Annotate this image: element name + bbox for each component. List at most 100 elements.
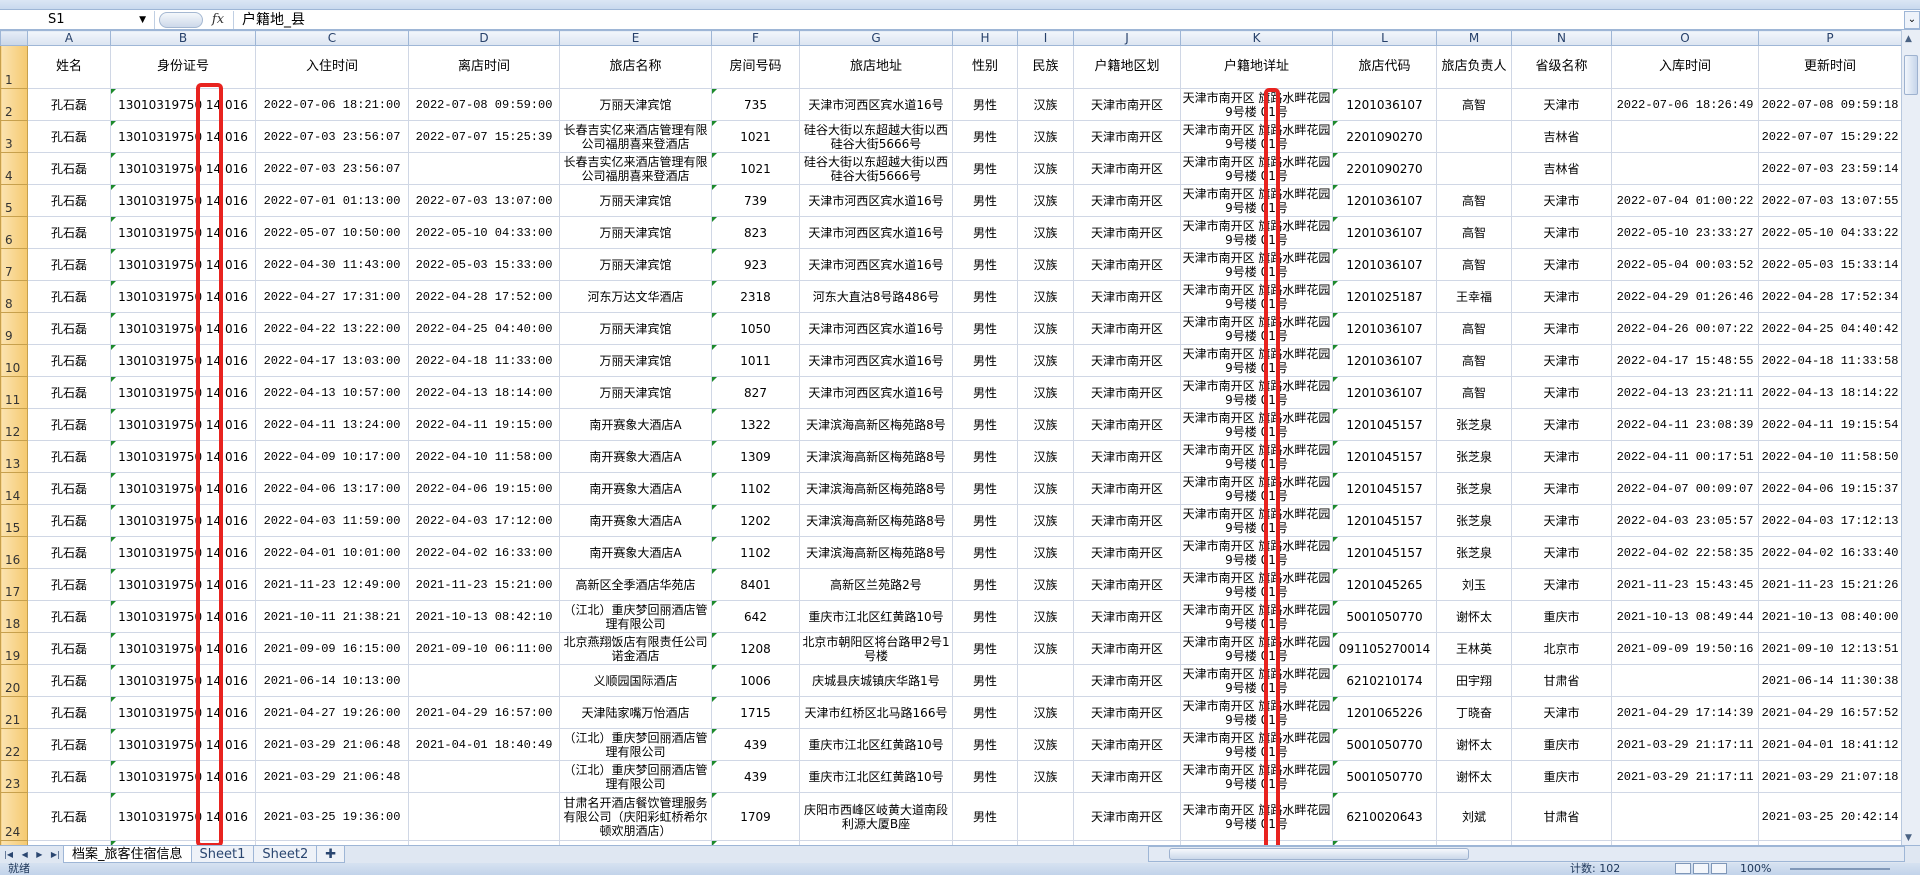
cell-l[interactable]: 1201036107 [1332,216,1437,249]
cell-h[interactable]: 男性 [952,120,1018,153]
cell-k[interactable]: 天津市南开区 旗路水畔花园9号楼 01号 [1180,760,1333,793]
cell-i[interactable]: 汉族 [1017,312,1074,345]
cell-l[interactable]: 1201045157 [1332,408,1437,441]
cell-f[interactable]: 739 [711,184,800,217]
cell-l[interactable]: 1201045157 [1332,440,1437,473]
cell-g[interactable]: 天津市河西区宾水道16号 [799,88,953,121]
cell-m[interactable]: 张芝泉 [1436,440,1512,473]
cell-g[interactable]: 天津市河西区宾水道16号 [799,312,953,345]
cell-b[interactable]: 13010319750 14 016 [110,408,256,441]
row-number[interactable]: 12 [0,408,28,441]
cell-f[interactable]: 823 [711,216,800,249]
cell-m[interactable]: 高智 [1436,216,1512,249]
cell-m[interactable]: 高智 [1436,344,1512,377]
cell-e[interactable]: 南开赛象大酒店A [559,536,712,569]
cell-o[interactable] [1611,152,1759,185]
cell-b[interactable]: 13010319750 14 016 [110,504,256,537]
cell-i[interactable]: 汉族 [1017,280,1074,313]
cell-o[interactable] [1611,792,1759,841]
cell-g[interactable]: 天津市河西区宾水道16号 [799,216,953,249]
cell-h[interactable]: 男性 [952,312,1018,345]
cell-p[interactable]: 2021-04-29 16:57:52 [1758,696,1902,729]
cell-m[interactable]: 谢怀太 [1436,728,1512,761]
cell-a[interactable]: 孔石磊 [27,248,111,281]
row-number[interactable]: 23 [0,760,28,793]
cell-m[interactable] [1436,120,1512,153]
cell-g[interactable]: 庆阳市西峰区岐黄大道南段利源大厦B座 [799,792,953,841]
column-header-l[interactable]: L [1332,30,1437,46]
cell-a[interactable]: 孔石磊 [27,408,111,441]
cell-a[interactable]: 孔石磊 [27,568,111,601]
cell-a[interactable]: 孔石磊 [27,472,111,505]
cell-k[interactable]: 天津市南开区 旗路水畔花园9号楼 01号 [1180,536,1333,569]
cell-m[interactable]: 谢怀太 [1436,600,1512,633]
cell-j[interactable]: 天津市南开区 [1073,504,1181,537]
cell-i[interactable]: 汉族 [1017,728,1074,761]
cell-e[interactable]: 长春吉实亿来酒店管理有限公司福朋喜来登酒店 [559,152,712,185]
cell-h[interactable]: 男性 [952,152,1018,185]
cell-d[interactable] [408,152,560,185]
cell-c[interactable]: 2022-04-03 11:59:00 [255,504,409,537]
cell-o[interactable]: 2021-03-29 21:17:11 [1611,728,1759,761]
cell-k[interactable]: 天津市南开区 旗路水畔花园9号楼 01号 [1180,376,1333,409]
header-cell[interactable]: 旅店地址 [799,45,953,89]
cell-g[interactable]: 天津市河西区宾水道16号 [799,248,953,281]
cell-a[interactable]: 孔石磊 [27,376,111,409]
column-header-o[interactable]: O [1611,30,1759,46]
cell-p[interactable]: 2022-04-28 17:52:34 [1758,280,1902,313]
cell-l[interactable]: 1201036107 [1332,376,1437,409]
cell-g[interactable]: 重庆市江北区红黄路10号 [799,760,953,793]
sheet-nav-buttons[interactable]: |◀ ◀ ▶ ▶| [0,846,64,863]
cell-i[interactable]: 汉族 [1017,408,1074,441]
cell-e[interactable]: 北京燕翔饭店有限责任公司诺金酒店 [559,632,712,665]
column-header-j[interactable]: J [1073,30,1181,46]
cell-c[interactable]: 2021-03-25 19:36:00 [255,792,409,841]
column-header-c[interactable]: C [255,30,409,46]
cell-m[interactable]: 高智 [1436,312,1512,345]
cell-n[interactable]: 天津市 [1511,344,1612,377]
cell-c[interactable]: 2022-04-22 13:22:00 [255,312,409,345]
cell-o[interactable]: 2022-05-10 23:33:27 [1611,216,1759,249]
cell-d[interactable]: 2022-05-03 15:33:00 [408,248,560,281]
cell-g[interactable]: 天津滨海高新区梅苑路8号 [799,440,953,473]
cell-o[interactable]: 2022-07-06 18:26:49 [1611,88,1759,121]
cell-b[interactable]: 13010319750 14 016 [110,248,256,281]
page-break-view-button[interactable] [1711,863,1727,874]
cell-c[interactable]: 2021-11-23 12:49:00 [255,568,409,601]
cell-o[interactable] [1611,664,1759,697]
cell-o[interactable] [1611,120,1759,153]
cell-d[interactable] [408,760,560,793]
cell-a[interactable]: 孔石磊 [27,664,111,697]
column-header-m[interactable]: M [1436,30,1512,46]
cell-h[interactable]: 男性 [952,504,1018,537]
cell-d[interactable]: 2022-04-10 11:58:00 [408,440,560,473]
cell-m[interactable]: 丁晓奋 [1436,696,1512,729]
cell-m[interactable]: 高智 [1436,376,1512,409]
cell-g[interactable]: 天津滨海高新区梅苑路8号 [799,536,953,569]
cell-n[interactable]: 重庆市 [1511,600,1612,633]
zoom-level[interactable]: 100% [1740,862,1772,875]
cell-e[interactable]: 南开赛象大酒店A [559,504,712,537]
cell-f[interactable]: 1102 [711,472,800,505]
cell-p[interactable]: 2022-07-07 15:29:22 [1758,120,1902,153]
cell-i[interactable]: 汉族 [1017,472,1074,505]
cell-p[interactable]: 2022-04-25 04:40:42 [1758,312,1902,345]
cell-m[interactable]: 刘斌 [1436,792,1512,841]
cell-i[interactable]: 汉族 [1017,376,1074,409]
cell-d[interactable] [408,792,560,841]
cell-p[interactable]: 2022-05-10 04:33:22 [1758,216,1902,249]
cell-g[interactable]: 硅谷大街以东超越大街以西硅谷大街5666号 [799,152,953,185]
cell-e[interactable]: 天津陆家嘴万怡酒店 [559,696,712,729]
cell-k[interactable]: 天津市南开区 旗路水畔花园9号楼 01号 [1180,472,1333,505]
cell-b[interactable]: 13010319750 14 016 [110,568,256,601]
cell-l[interactable]: 5001050770 [1332,728,1437,761]
cell-n[interactable]: 天津市 [1511,472,1612,505]
cell-a[interactable]: 孔石磊 [27,536,111,569]
cell-l[interactable]: 5001050770 [1332,600,1437,633]
cell-n[interactable]: 天津市 [1511,88,1612,121]
header-cell[interactable]: 户籍地详址 [1180,45,1333,89]
cell-m[interactable]: 谢怀太 [1436,760,1512,793]
cell-p[interactable]: 2022-04-02 16:33:40 [1758,536,1902,569]
cell-f[interactable]: 642 [711,600,800,633]
cell-n[interactable]: 天津市 [1511,536,1612,569]
